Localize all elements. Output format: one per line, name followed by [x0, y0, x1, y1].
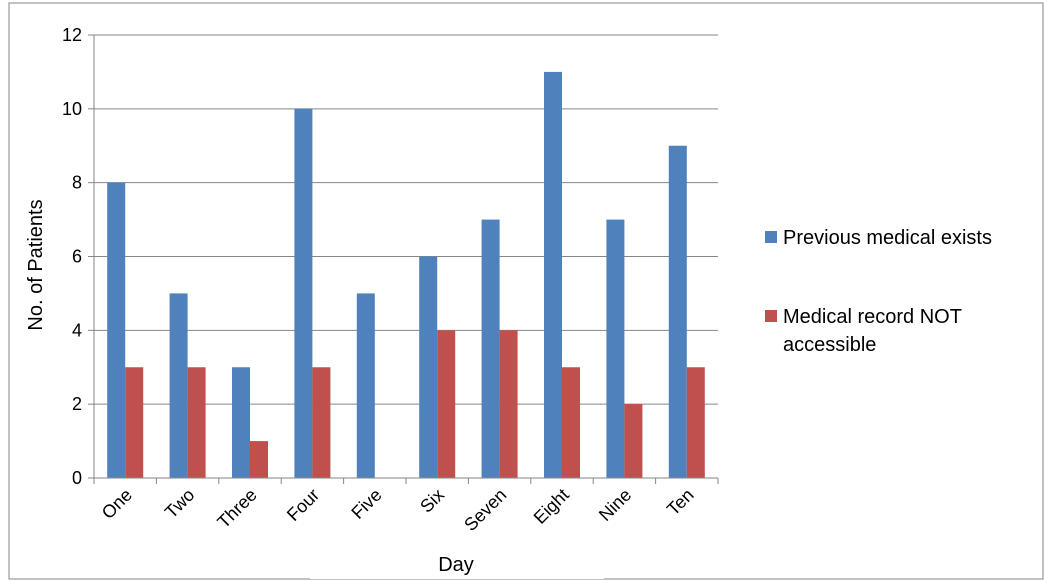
bar-record-not-accessible-eight	[562, 367, 580, 478]
bar-record-not-accessible-three	[250, 441, 268, 478]
bar-record-not-accessible-seven	[499, 330, 518, 478]
legend-label-record-not-accessible-line2: accessible	[783, 334, 876, 356]
bar-record-not-accessible-four	[312, 367, 331, 478]
bar-record-not-accessible-ten	[686, 367, 705, 478]
y-tick-label: 0	[72, 468, 82, 488]
bar-record-not-accessible-two	[187, 367, 206, 478]
bar-previous-medical-five	[356, 293, 375, 478]
bar-previous-medical-three	[232, 367, 250, 478]
legend-swatch-record-not-accessible	[765, 310, 777, 322]
y-tick-label: 6	[72, 247, 82, 267]
chart-frame	[8, 2, 1044, 580]
y-axis-title: No. of Patients	[25, 199, 47, 330]
x-axis-title: Day	[438, 554, 474, 576]
bar-record-not-accessible-nine	[624, 404, 643, 478]
bar-previous-medical-nine	[606, 219, 625, 479]
y-tick-label: 2	[72, 394, 82, 414]
bar-previous-medical-seven	[481, 219, 500, 479]
legend-swatch-previous-medical	[765, 231, 777, 243]
legend-label-record-not-accessible-line1: Medical record NOT	[783, 306, 962, 328]
bar-record-not-accessible-six	[437, 330, 456, 478]
bar-previous-medical-six	[419, 256, 438, 478]
y-tick-label: 4	[72, 320, 82, 340]
bar-record-not-accessible-one	[125, 367, 144, 478]
y-tick-label: 8	[72, 173, 82, 193]
bar-previous-medical-two	[169, 293, 188, 478]
legend-label-previous-medical: Previous medical exists	[783, 227, 992, 249]
bar-previous-medical-ten	[668, 145, 687, 478]
bar-previous-medical-one	[107, 182, 126, 478]
legend: Previous medical exists Medical record N…	[765, 227, 992, 356]
bar-previous-medical-eight	[544, 71, 562, 479]
y-tick-label: 10	[62, 99, 82, 119]
y-tick-label: 12	[62, 25, 82, 45]
bar-previous-medical-four	[294, 108, 313, 478]
